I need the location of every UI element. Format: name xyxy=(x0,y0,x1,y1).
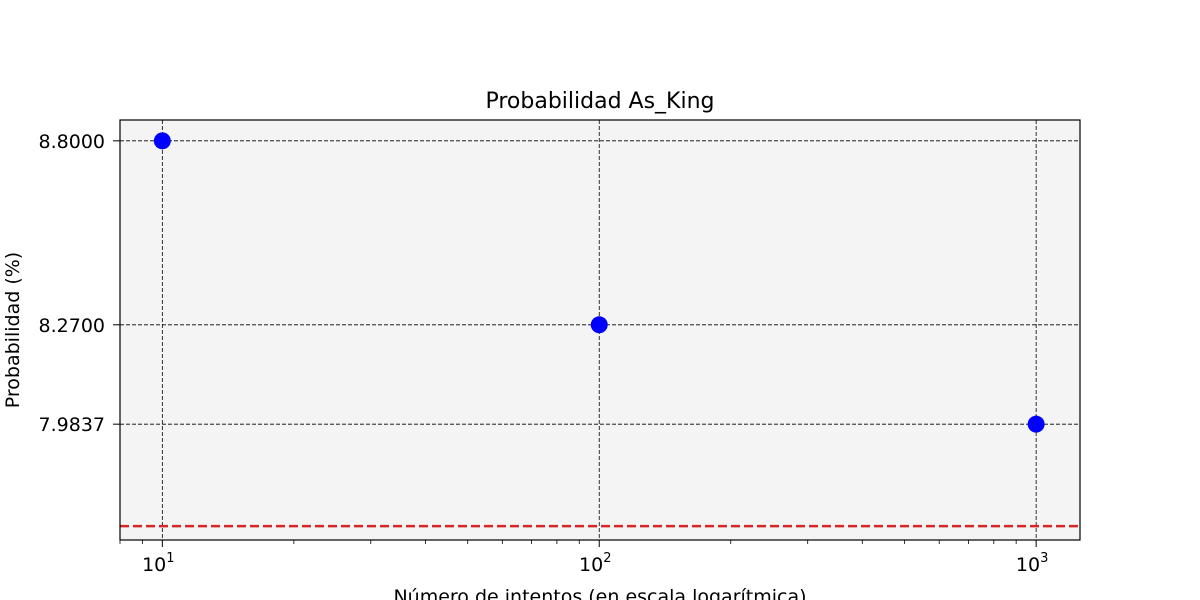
x-axis-label: Número de intentos (en escala logarítmic… xyxy=(393,586,806,600)
y-tick-label: 8.2700 xyxy=(39,315,105,337)
data-point xyxy=(153,132,171,150)
data-point xyxy=(590,316,608,334)
chart-title: Probabilidad As_King xyxy=(485,89,714,114)
y-axis-label: Probabilidad (%) xyxy=(2,252,24,408)
data-point xyxy=(1027,415,1045,433)
x-tick-label: 103 xyxy=(1016,551,1048,576)
x-tick-label: 101 xyxy=(142,551,174,576)
y-tick-label: 7.9837 xyxy=(39,414,105,436)
y-tick-label: 8.8000 xyxy=(39,131,105,153)
axes-frame xyxy=(119,119,1081,541)
x-tick-label: 102 xyxy=(579,551,611,576)
